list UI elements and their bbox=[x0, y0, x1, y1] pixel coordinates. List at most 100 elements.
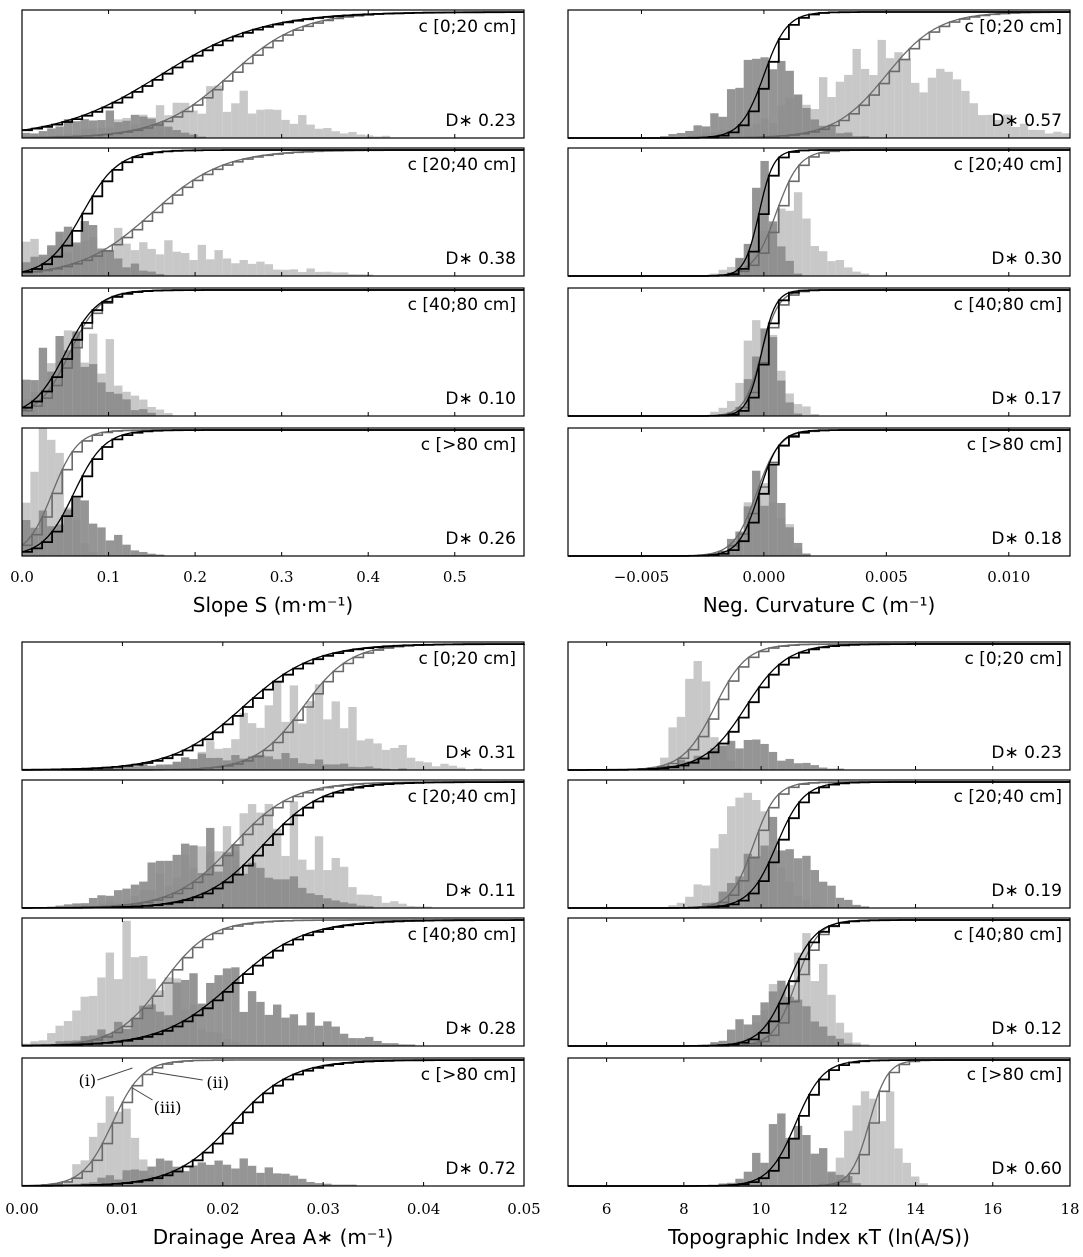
hist-bar-dark bbox=[264, 1167, 273, 1186]
hist-bar-light bbox=[22, 241, 31, 276]
hist-bar-light bbox=[314, 128, 324, 138]
hist-bar-light bbox=[448, 765, 458, 770]
hist-bar-dark bbox=[214, 975, 223, 1046]
d-stat-label: D∗ 0.12 bbox=[991, 1019, 1062, 1039]
hist-bar-dark bbox=[72, 903, 81, 908]
class-label: c [40;80 cm] bbox=[408, 295, 516, 315]
panel-frame bbox=[21, 9, 525, 139]
hist-bar-light bbox=[977, 115, 987, 138]
hist-bar-dark bbox=[852, 1044, 861, 1046]
hist-bar-light bbox=[777, 208, 786, 276]
hist-bar-dark bbox=[88, 225, 98, 276]
class-label: c [20;40 cm] bbox=[408, 787, 516, 807]
hist-bar-dark bbox=[88, 523, 98, 556]
hist-bar-dark bbox=[819, 1148, 828, 1186]
cdf-line bbox=[22, 429, 524, 553]
class-label: c [>80 cm] bbox=[967, 435, 1062, 455]
hist-bar-light bbox=[819, 77, 828, 138]
hist-bar-light bbox=[710, 411, 719, 416]
hist-bar-dark bbox=[365, 766, 374, 770]
hist-bar-dark bbox=[777, 850, 786, 908]
hist-bar-dark bbox=[793, 273, 803, 276]
hist-bar-light bbox=[390, 747, 399, 770]
hist-bar-light bbox=[222, 111, 232, 138]
hist-bar-dark bbox=[398, 1044, 407, 1046]
panel-curvature-3: c [>80 cm] D∗ 0.18 bbox=[567, 427, 1071, 557]
hist-bar-dark bbox=[239, 1158, 248, 1186]
hist-bar-light bbox=[810, 981, 819, 1046]
hist-bar-dark bbox=[785, 402, 794, 416]
hist-bar-dark bbox=[105, 249, 115, 276]
hist-bar-light bbox=[289, 685, 299, 770]
hist-bar-light bbox=[197, 244, 207, 276]
hist-bar-dark bbox=[323, 1021, 332, 1046]
hist-bar-light bbox=[298, 115, 307, 138]
x-tick-label: 0.04 bbox=[407, 1200, 440, 1218]
hist-bar-light bbox=[676, 716, 686, 770]
hist-bar-light bbox=[365, 738, 374, 770]
hist-bar-dark bbox=[172, 761, 181, 770]
hist-bar-light bbox=[381, 749, 391, 770]
hist-bar-dark bbox=[348, 766, 357, 770]
hist-bar-light bbox=[676, 902, 686, 908]
hist-bar-light bbox=[247, 113, 257, 138]
class-label: c [20;40 cm] bbox=[408, 155, 516, 175]
hist-bar-dark bbox=[122, 120, 131, 138]
hist-bar-light bbox=[473, 768, 483, 770]
hist-bar-light bbox=[323, 870, 332, 908]
class-label: c [0;20 cm] bbox=[418, 17, 516, 37]
hist-bar-dark bbox=[835, 897, 845, 908]
hist-bar-dark bbox=[155, 860, 165, 908]
panel-frame bbox=[567, 427, 1071, 557]
hist-bar-dark bbox=[768, 464, 778, 556]
hist-bar-light bbox=[356, 740, 366, 770]
class-label: c [>80 cm] bbox=[421, 1065, 516, 1085]
d-stat-label: D∗ 0.72 bbox=[445, 1159, 516, 1179]
hist-bar-dark bbox=[281, 1017, 290, 1046]
hist-bar-dark bbox=[356, 767, 366, 770]
hist-bar-light bbox=[718, 834, 727, 908]
x-tick-label: 0.00 bbox=[5, 1200, 38, 1218]
hist-bar-light bbox=[256, 261, 265, 276]
hist-bar-dark bbox=[189, 973, 198, 1046]
hist-bar-dark bbox=[55, 905, 64, 908]
hist-bar-dark bbox=[139, 551, 148, 556]
hist-bar-light bbox=[298, 859, 307, 908]
hist-bar-light bbox=[281, 269, 290, 276]
hist-bar-dark bbox=[55, 231, 64, 276]
hist-bar-light bbox=[298, 723, 307, 770]
hist-bar-dark bbox=[827, 885, 836, 908]
x-tick-label: 18 bbox=[1060, 1200, 1079, 1218]
x-tick-label: 14 bbox=[906, 1200, 925, 1218]
cdf-line bbox=[22, 11, 524, 132]
panel-frame bbox=[21, 1057, 525, 1187]
hist-bar-dark bbox=[668, 134, 677, 138]
hist-bar-light bbox=[97, 1122, 106, 1186]
hist-bar-light bbox=[323, 127, 332, 138]
hist-bar-light bbox=[206, 259, 215, 276]
hist-bar-light bbox=[239, 90, 248, 138]
annotation-label: (ii) bbox=[206, 1073, 229, 1092]
hist-bar-dark bbox=[155, 1011, 165, 1046]
hist-bar-dark bbox=[155, 122, 165, 138]
hist-bar-light bbox=[214, 250, 223, 276]
hist-bar-dark bbox=[164, 764, 173, 770]
hist-bar-dark bbox=[80, 119, 89, 138]
hist-bar-light bbox=[206, 86, 215, 138]
hist-bar-dark bbox=[339, 1184, 349, 1186]
panel-curvature-2: c [40;80 cm] D∗ 0.17 bbox=[567, 287, 1071, 417]
annotation-label: (i) bbox=[78, 1071, 96, 1090]
hist-bar-light bbox=[122, 243, 131, 276]
hist-bar-dark bbox=[97, 527, 106, 556]
hist-bar-dark bbox=[306, 1012, 315, 1046]
hist-bar-dark bbox=[130, 766, 140, 770]
hist-bar-dark bbox=[289, 876, 299, 908]
hist-bar-light bbox=[306, 268, 315, 276]
hist-bar-dark bbox=[256, 1001, 265, 1046]
hist-bar-light bbox=[860, 68, 870, 138]
hist-bar-light bbox=[1036, 129, 1045, 138]
hist-bar-light bbox=[423, 762, 432, 770]
hist-bar-light bbox=[961, 90, 970, 138]
hist-bar-dark bbox=[819, 125, 828, 138]
hist-bar-dark bbox=[348, 1038, 357, 1046]
